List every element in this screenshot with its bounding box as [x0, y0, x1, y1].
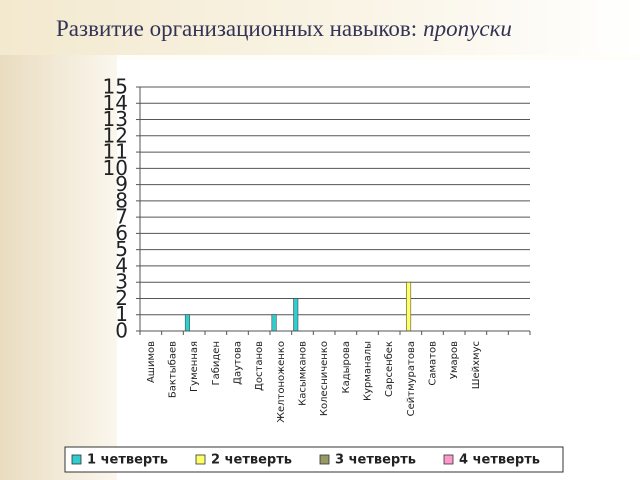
chart-area [117, 60, 640, 480]
y-tick-label: 3 [115, 270, 128, 294]
legend-label: 4 четверть [459, 453, 540, 468]
y-tick-label: 4 [115, 253, 128, 277]
x-tick-label: Колесниченко [319, 341, 330, 416]
bar [406, 281, 412, 332]
x-tick-label: Сейтмуратова [406, 341, 417, 416]
title-emphasis: пропуски [423, 16, 512, 41]
x-tick-label: Бактыбаев [168, 341, 179, 398]
y-tick-label: 6 [115, 221, 128, 245]
y-tick-label: 9 [115, 172, 128, 196]
legend-swatch [319, 454, 330, 465]
y-tick-label: 10 [103, 156, 128, 180]
x-tick-label: Саматов [428, 341, 439, 386]
x-tick-label: Умаров [449, 341, 460, 379]
x-tick-label: Желтоноженко [276, 341, 287, 423]
bar [184, 314, 190, 332]
x-tick-label: Достанов [254, 341, 265, 391]
y-tick-label: 7 [115, 205, 128, 229]
y-tick-label: 8 [115, 188, 128, 212]
chart-title: Развитие организационных навыков: пропуск… [56, 16, 512, 41]
legend-label: 2 четверть [211, 453, 292, 468]
x-tick-label: Гуменная [189, 341, 200, 392]
bar [271, 314, 277, 332]
legend-swatch [195, 454, 206, 465]
top-band [0, 0, 640, 55]
y-tick-label: 15 [103, 75, 128, 99]
y-tick-label: 13 [103, 107, 128, 131]
x-tick-label: Даутова [233, 341, 244, 385]
side-band [0, 0, 117, 480]
y-tick-label: 0 [115, 319, 128, 343]
legend-swatch [71, 454, 82, 465]
y-tick-label: 11 [103, 140, 128, 164]
x-tick-label: Ашимов [146, 341, 157, 383]
x-tick-label: Сарсенбек [384, 341, 395, 397]
bar [293, 298, 299, 332]
y-tick-label: 12 [103, 123, 128, 147]
legend-swatch [443, 454, 454, 465]
y-tick-label: 2 [115, 286, 128, 310]
legend-box [64, 446, 564, 473]
y-tick-label: 5 [115, 237, 128, 261]
y-tick-label: 14 [103, 91, 128, 115]
legend-label: 1 четверть [87, 453, 168, 468]
x-tick-label: Шейхмус [471, 341, 482, 389]
x-tick-label: Касымканов [298, 341, 309, 406]
x-tick-label: Кадырова [341, 341, 352, 394]
title-text: Развитие организационных навыков: [56, 16, 417, 41]
y-tick-label: 1 [115, 302, 128, 326]
x-tick-label: Курманалы [363, 341, 374, 401]
x-tick-label: Габиден [211, 341, 222, 386]
legend-label: 3 четверть [335, 453, 416, 468]
